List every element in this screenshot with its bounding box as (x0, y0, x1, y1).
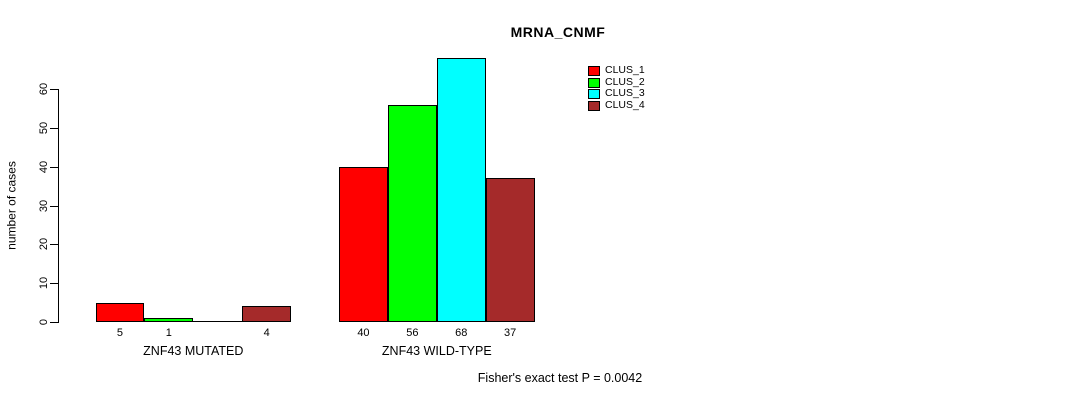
y-axis-tick-label: 20 (38, 237, 50, 251)
y-axis-tick (50, 283, 58, 284)
bar (144, 318, 194, 322)
bar-value-label: 37 (504, 327, 517, 339)
legend-swatch-clus_3 (588, 89, 600, 99)
y-axis-tick (50, 128, 58, 129)
y-axis-tick (50, 89, 58, 90)
legend-swatch-clus_2 (588, 78, 600, 88)
bar-value-label: 56 (406, 327, 419, 339)
y-axis-tick-label: 50 (38, 121, 50, 135)
footer-annotation: Fisher's exact test P = 0.0042 (477, 371, 643, 385)
y-axis-tick (50, 206, 58, 207)
legend-swatch-clus_1 (588, 66, 600, 76)
bar (339, 167, 388, 322)
bar-zero-baseline (193, 321, 243, 322)
bar (95, 303, 145, 322)
bar-value-label: 5 (116, 327, 123, 339)
bar-value-label: 4 (263, 327, 270, 339)
y-axis-tick (50, 244, 58, 245)
bar (387, 105, 437, 322)
group-label: ZNF43 MUTATED (143, 344, 244, 358)
legend-label: CLUS_3 (605, 87, 645, 99)
bar-value-label: 1 (165, 327, 172, 339)
y-axis-tick-label: 0 (38, 318, 50, 326)
y-axis-tick-label: 10 (38, 276, 50, 290)
legend-label: CLUS_1 (605, 64, 645, 76)
y-axis-tick-label: 60 (38, 82, 50, 96)
y-axis-tick-label: 40 (38, 160, 50, 174)
bar (436, 58, 486, 322)
bar (242, 306, 292, 322)
legend-swatch-clus_4 (588, 101, 600, 111)
bar (485, 178, 535, 322)
chart-title: MRNA_CNMF (510, 24, 606, 40)
bar-value-label: 68 (455, 327, 468, 339)
y-axis-tick-label: 30 (38, 199, 50, 213)
y-axis-tick (50, 167, 58, 168)
y-axis-tick (50, 322, 58, 323)
group-label: ZNF43 WILD-TYPE (381, 344, 492, 358)
bar-value-label: 40 (357, 327, 370, 339)
y-axis-line (58, 89, 59, 323)
legend-label: CLUS_2 (605, 76, 645, 88)
legend-label: CLUS_4 (605, 99, 645, 111)
